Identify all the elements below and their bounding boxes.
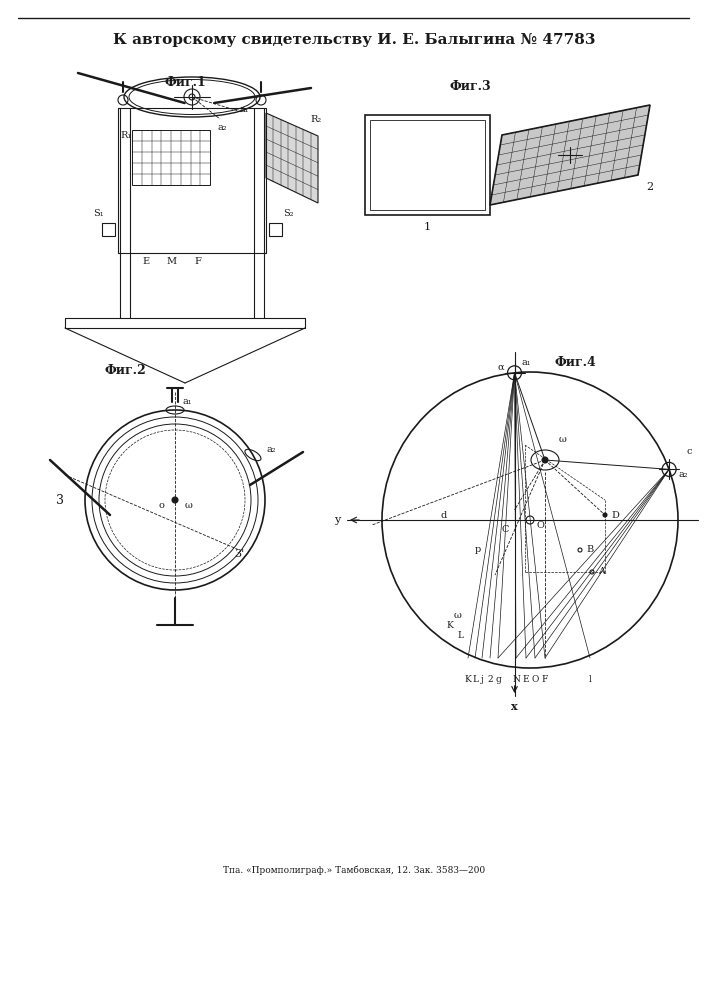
Text: y: y: [334, 515, 340, 525]
Circle shape: [172, 497, 178, 503]
Text: B: B: [586, 546, 594, 554]
Polygon shape: [490, 105, 650, 205]
Circle shape: [542, 457, 548, 463]
Text: a₁: a₁: [182, 397, 192, 406]
Text: ω: ω: [454, 610, 462, 619]
Text: p: p: [475, 546, 481, 554]
Text: Фиг.3: Фиг.3: [449, 81, 491, 94]
Text: a₁: a₁: [239, 104, 249, 113]
Text: 3: 3: [56, 493, 64, 506]
Text: x: x: [511, 700, 518, 712]
Text: S₂: S₂: [283, 209, 293, 218]
Bar: [365, 115, 490, 215]
Text: ω: ω: [559, 436, 567, 444]
Text: a₂: a₂: [678, 470, 688, 479]
Text: R₁: R₁: [120, 131, 132, 140]
Text: o: o: [158, 500, 164, 510]
Text: d: d: [441, 510, 447, 520]
Text: E: E: [522, 676, 530, 684]
Bar: [132, 130, 210, 185]
Text: Фиг.4: Фиг.4: [554, 356, 596, 368]
Text: a₂: a₂: [267, 446, 276, 454]
Text: Фиг.2: Фиг.2: [104, 363, 146, 376]
Text: F: F: [542, 676, 548, 684]
Text: E: E: [142, 256, 150, 265]
Polygon shape: [266, 113, 318, 203]
Text: R₂: R₂: [310, 115, 322, 124]
Text: Тпа. «Промполиграф.» Тамбовская, 12. Зак. 3583—200: Тпа. «Промполиграф.» Тамбовская, 12. Зак…: [223, 865, 485, 875]
Text: N: N: [512, 676, 520, 684]
Text: O: O: [536, 520, 544, 530]
Bar: [102, 223, 115, 236]
Circle shape: [603, 513, 607, 517]
Bar: [370, 120, 485, 210]
Text: К авторскому свидетельству И. Е. Балыгина № 47783: К авторскому свидетельству И. Е. Балыгин…: [112, 33, 595, 47]
Text: 3': 3': [234, 549, 244, 559]
Text: A: A: [599, 568, 605, 576]
Text: Фиг.1: Фиг.1: [164, 76, 206, 89]
Text: ω: ω: [185, 500, 193, 510]
Text: g: g: [495, 676, 501, 684]
Text: α: α: [497, 363, 504, 372]
Text: L: L: [472, 676, 478, 684]
Text: a₂: a₂: [217, 122, 227, 131]
Text: L: L: [457, 631, 463, 640]
Text: F: F: [194, 256, 201, 265]
Text: D: D: [611, 510, 619, 520]
Text: O: O: [532, 676, 539, 684]
Text: c: c: [686, 447, 692, 456]
Text: S₁: S₁: [93, 209, 103, 218]
Text: a₁: a₁: [522, 358, 532, 367]
Text: 2: 2: [646, 182, 653, 192]
Text: K: K: [464, 676, 472, 684]
Text: j: j: [481, 676, 484, 684]
Bar: [269, 223, 282, 236]
Text: K: K: [447, 620, 453, 630]
Text: 1: 1: [423, 222, 431, 232]
Text: l: l: [589, 676, 591, 684]
Text: C: C: [501, 526, 509, 534]
Text: 2: 2: [487, 676, 493, 684]
Text: M: M: [167, 256, 177, 265]
